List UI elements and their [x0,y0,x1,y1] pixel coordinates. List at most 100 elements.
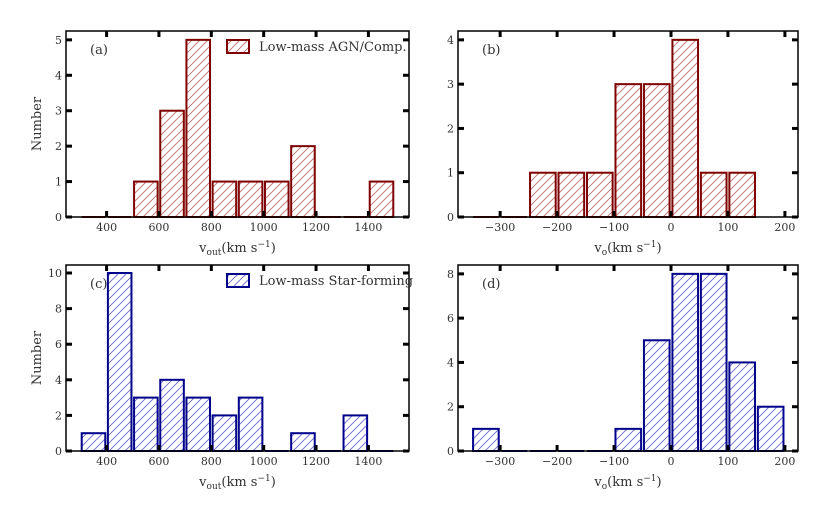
x-tick-label: −100 [599,221,629,234]
xlabel-main: v [198,475,207,490]
xlabel-exp: −1 [643,474,656,484]
histogram-bar [211,414,238,453]
histogram-bar [529,171,557,218]
x-axis-label: vo(km s−1) [593,240,661,258]
x-tick-label: 0 [667,221,674,234]
x-tick-label: 1400 [354,221,382,234]
histogram-bar [159,378,185,453]
x-tick-label: 1200 [302,455,330,468]
x-tick-label: −200 [542,221,572,234]
x-tick-label: 1200 [302,221,330,234]
x-tick-label: −300 [485,221,515,234]
y-tick-label: 8 [447,268,454,281]
legend-swatch [226,273,250,288]
y-tick-label: 6 [55,338,62,351]
axes-frame [457,264,799,452]
histogram-bar [472,427,500,453]
x-tick-label: 200 [774,221,795,234]
xlabel-close: ) [271,241,276,256]
histogram-bar [699,171,728,218]
y-tick-label: 4 [55,374,62,387]
xlabel-sub: o [602,248,607,258]
legend-label: Low-mass Star-forming [259,274,413,289]
x-tick-label: −100 [599,455,629,468]
x-tick-label: 200 [774,455,795,468]
xlabel-exp: −1 [257,474,270,484]
histogram-bar [290,432,316,453]
xlabel-unit: (km s [607,475,643,490]
histogram-bar [728,171,757,218]
legend-label: Low-mass AGN/Comp. [259,40,407,55]
y-tick-label: 8 [55,303,62,316]
x-axis-label: vo(km s−1) [593,474,661,492]
panel-c: 400 600 800 1000 1200 1400 0 2 4 6 8 10 (c) vout(km s… [30,264,413,492]
x-tick-label: 800 [201,221,222,234]
y-tick-label: 10 [48,267,62,280]
histogram-bar [263,180,290,218]
legend-swatch [226,39,250,54]
xlabel-unit: (km s [607,241,643,256]
x-tick-label: 800 [201,455,222,468]
histogram-bar [342,414,369,453]
x-tick-label: 600 [148,221,169,234]
histogram-bar [80,432,107,453]
histogram-bar [557,171,586,218]
y-tick-label: 2 [447,401,454,414]
y-tick-label: 4 [55,69,62,82]
histogram-bar [106,272,133,453]
x-tick-label: 1000 [250,221,278,234]
xlabel-close: ) [271,475,276,490]
histogram-bar [585,171,614,218]
panel-b: −300 −200 −100 0 100 200 0 1 2 3 4 (b) vo(km s−1) [447,30,799,258]
xlabel-main: v [593,475,602,490]
y-tick-label: 6 [447,312,454,325]
y-tick-label: 2 [55,140,62,153]
histogram-bar [671,38,700,218]
x-tick-label: 400 [96,221,117,234]
xlabel-exp: −1 [257,240,270,250]
y-axis-label: Number [30,96,45,151]
histogram-bar [699,272,728,452]
xlabel-unit: (km s [221,241,257,256]
panel-label: (c) [90,277,107,292]
histogram-bar [290,145,316,218]
panel-label: (a) [90,43,108,58]
y-tick-label: 0 [447,211,454,224]
histogram-bar [614,83,643,219]
x-tick-label: 400 [96,455,117,468]
axes-frame [457,30,799,218]
x-tick-label: 1000 [250,455,278,468]
histogram-bar [642,339,671,452]
panel-d: −300 −200 −100 0 100 200 0 2 4 6 8 (d) vo(km s−1) [447,264,799,492]
histogram-bar [159,109,185,218]
y-tick-label: 2 [447,122,454,135]
x-tick-label: 1400 [354,455,382,468]
x-tick-label: 600 [148,455,169,468]
histogram-bar [133,396,159,453]
y-axis-label: Number [30,330,45,385]
xlabel-sub: o [602,482,607,492]
y-tick-label: 3 [55,105,62,118]
xlabel-close: ) [657,241,662,256]
axes-frame [65,30,410,218]
y-tick-label: 0 [55,211,62,224]
xlabel-main: v [593,241,602,256]
y-tick-label: 4 [447,34,454,47]
histogram-bar [728,361,757,452]
x-tick-label: 100 [717,221,738,234]
xlabel-sub: out [207,248,222,258]
histogram-bar [642,83,671,219]
histogram-bar [237,396,264,453]
histogram-bar [185,396,212,453]
histogram-bar [671,272,700,452]
xlabel-main: v [198,241,207,256]
histogram-bar [133,180,159,218]
x-tick-label: −200 [542,455,572,468]
y-tick-label: 0 [447,445,454,458]
y-tick-label: 5 [55,34,62,47]
y-tick-label: 1 [55,176,62,189]
x-axis-label: vout(km s−1) [198,474,276,492]
y-tick-label: 2 [55,409,62,422]
panel-label: (d) [482,277,500,292]
